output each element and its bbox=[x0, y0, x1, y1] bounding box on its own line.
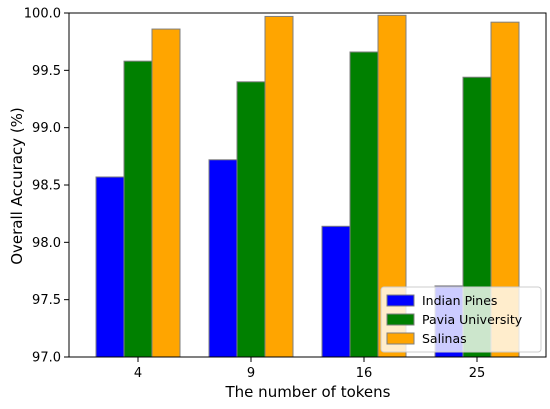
legend-label: Indian Pines bbox=[422, 293, 497, 308]
y-axis-label: Overall Accuracy (%) bbox=[8, 107, 26, 265]
y-tick-label: 100.0 bbox=[24, 7, 61, 22]
y-tick-label: 99.0 bbox=[32, 121, 61, 136]
legend-swatch bbox=[386, 294, 415, 307]
legend-label: Salinas bbox=[422, 331, 467, 346]
bar-pavia-university-9 bbox=[236, 81, 266, 358]
ticks-layer: 97.0 97.5 98.0 98.5 99.0 99.5 100.0 4 9 16 25 bbox=[24, 7, 485, 382]
bar-salinas-4 bbox=[151, 28, 181, 358]
bar-indian-pines-9 bbox=[208, 159, 238, 358]
x-tick-label: 16 bbox=[356, 366, 373, 381]
bar-indian-pines-4 bbox=[95, 176, 125, 358]
legend-swatch bbox=[386, 313, 415, 326]
legend-swatch bbox=[386, 332, 415, 345]
bar-salinas-9 bbox=[264, 15, 294, 358]
legend: Indian Pines Pavia University Salinas bbox=[380, 286, 542, 353]
bar-indian-pines-16 bbox=[321, 225, 351, 358]
x-tick-label: 25 bbox=[469, 366, 486, 381]
y-tick-label: 99.5 bbox=[32, 64, 61, 79]
y-tick-label: 97.5 bbox=[32, 293, 61, 308]
bar-pavia-university-4 bbox=[123, 60, 153, 358]
x-tick-label: 9 bbox=[247, 366, 255, 381]
y-tick-label: 97.0 bbox=[32, 351, 61, 366]
bar-pavia-university-16 bbox=[349, 51, 379, 358]
x-tick-label: 4 bbox=[134, 366, 142, 381]
y-tick-label: 98.0 bbox=[32, 236, 61, 251]
x-axis-label: The number of tokens bbox=[225, 383, 391, 401]
legend-box bbox=[380, 286, 542, 353]
legend-label: Pavia University bbox=[422, 312, 523, 327]
y-tick-label: 98.5 bbox=[32, 179, 61, 194]
